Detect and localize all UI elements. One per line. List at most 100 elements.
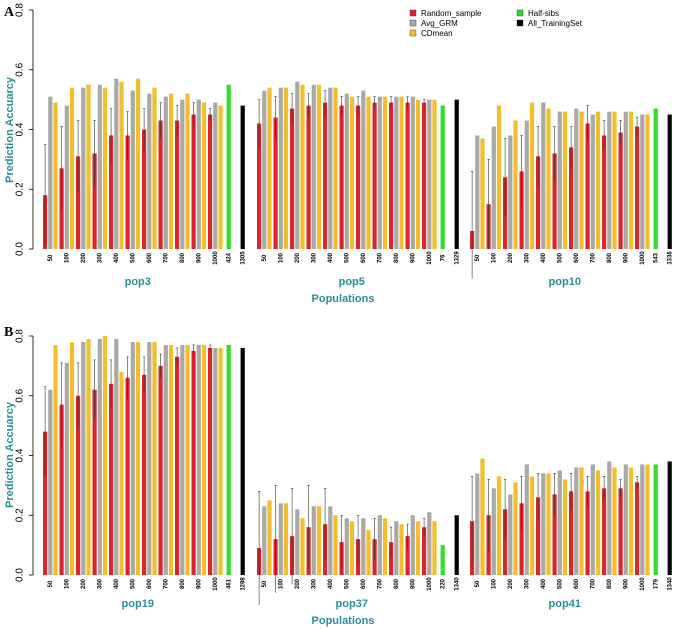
bar-avg-grm bbox=[508, 135, 513, 249]
bar-avg-grm bbox=[410, 96, 415, 249]
bar-cdmean bbox=[316, 84, 322, 249]
bar-avg-grm bbox=[557, 470, 562, 575]
legend-label-half-sibs: Half-sibs bbox=[528, 9, 559, 18]
bar-random-sample bbox=[191, 114, 196, 249]
x-category-label: 700 bbox=[590, 578, 596, 589]
legend-label-avg-grm: Avg_GRM bbox=[421, 19, 458, 28]
bar-cdmean bbox=[480, 138, 485, 249]
y-tick-label: 0.0 bbox=[15, 242, 26, 256]
bar-all-training-set bbox=[667, 461, 672, 575]
population-group-pop41: 50 100 200 300 400 500 600 700 800 900 1000 179 1340… bbox=[470, 458, 673, 610]
y-tick-label: 0.2 bbox=[15, 508, 26, 522]
x-category-label: 700 bbox=[163, 252, 169, 263]
bar-random-sample bbox=[339, 105, 344, 249]
bar-cdmean bbox=[415, 521, 421, 575]
bar-avg-grm bbox=[196, 344, 201, 575]
bar-random-sample bbox=[92, 153, 97, 249]
x-axis-title: Populations bbox=[312, 293, 375, 305]
bar-cdmean bbox=[152, 341, 157, 575]
x-category-label: 200 bbox=[295, 252, 301, 263]
bar-cdmean bbox=[119, 371, 124, 575]
x-category-label: 500 bbox=[557, 578, 563, 589]
bar-cdmean bbox=[579, 467, 584, 575]
bar-random-sample bbox=[635, 482, 640, 575]
bar-random-sample bbox=[602, 135, 607, 249]
bar-avg-grm bbox=[262, 506, 267, 575]
x-category-label: 700 bbox=[590, 252, 596, 263]
x-category-label: 1000 bbox=[213, 577, 219, 591]
bar-cdmean bbox=[102, 87, 108, 249]
bar-cdmean bbox=[480, 458, 485, 575]
bar-avg-grm bbox=[491, 126, 496, 249]
bar-random-sample bbox=[618, 488, 623, 575]
x-category-label: 900 bbox=[196, 578, 202, 589]
bar-cdmean bbox=[595, 111, 601, 249]
bar-cdmean bbox=[102, 336, 108, 575]
x-category-label: 500 bbox=[557, 252, 563, 263]
bar-cdmean bbox=[399, 96, 404, 249]
bar-cdmean bbox=[382, 96, 388, 249]
half-sibs-size-label: 424 bbox=[226, 252, 232, 263]
x-category-label: 100 bbox=[278, 578, 284, 589]
bar-cdmean bbox=[300, 518, 305, 575]
bar-half-sibs bbox=[226, 84, 231, 249]
bar-random-sample bbox=[175, 120, 180, 249]
bar-random-sample bbox=[175, 356, 180, 575]
bar-avg-grm bbox=[574, 108, 579, 250]
bar-random-sample bbox=[257, 123, 262, 249]
x-category-label: 300 bbox=[524, 252, 530, 263]
bar-cdmean bbox=[562, 479, 568, 575]
bar-cdmean bbox=[185, 344, 190, 575]
bar-cdmean bbox=[152, 87, 157, 249]
bar-cdmean bbox=[185, 93, 190, 250]
bar-random-sample bbox=[290, 108, 295, 250]
bar-avg-grm bbox=[311, 506, 316, 575]
x-category-label: 200 bbox=[508, 252, 514, 263]
bar-avg-grm bbox=[377, 515, 382, 575]
x-category-label: 200 bbox=[295, 578, 301, 589]
population-group-pop3: 50 100 200 300 400 500 600 700 800 900 1000 424 1305… bbox=[43, 78, 246, 288]
x-category-label: 600 bbox=[361, 252, 367, 263]
bar-avg-grm bbox=[557, 111, 562, 249]
bar-avg-grm bbox=[590, 464, 595, 575]
all-training-size-label: 1340 bbox=[667, 577, 673, 591]
bar-avg-grm bbox=[427, 512, 432, 575]
bar-random-sample bbox=[569, 147, 574, 249]
bar-random-sample bbox=[208, 114, 213, 249]
bar-avg-grm bbox=[48, 96, 53, 249]
x-category-label: 50 bbox=[262, 254, 268, 261]
bar-random-sample bbox=[503, 509, 508, 575]
bar-cdmean bbox=[579, 111, 584, 249]
bar-cdmean bbox=[86, 84, 91, 249]
x-category-label: 400 bbox=[114, 578, 120, 589]
bar-random-sample bbox=[585, 123, 590, 249]
x-category-label: 1000 bbox=[213, 251, 219, 265]
bar-avg-grm bbox=[590, 114, 595, 249]
x-category-label: 100 bbox=[491, 252, 497, 263]
bar-avg-grm bbox=[213, 347, 218, 575]
bar-cdmean bbox=[496, 105, 502, 249]
x-category-label: 300 bbox=[97, 578, 103, 589]
bar-random-sample bbox=[618, 132, 623, 249]
bar-random-sample bbox=[422, 527, 427, 575]
bar-cdmean bbox=[513, 482, 518, 575]
bar-cdmean bbox=[218, 105, 223, 249]
x-category-label: 400 bbox=[541, 252, 547, 263]
bar-avg-grm bbox=[328, 87, 333, 249]
bar-random-sample bbox=[405, 102, 410, 249]
population-label: pop10 bbox=[549, 276, 581, 288]
bar-avg-grm bbox=[640, 114, 645, 249]
population-label: pop5 bbox=[339, 276, 365, 288]
bar-cdmean bbox=[382, 518, 388, 575]
bar-random-sample bbox=[519, 503, 524, 575]
bar-cdmean bbox=[366, 96, 371, 249]
population-group-pop10: 50 100 200 300 400 500 600 700 800 900 1000 543 1336… bbox=[470, 102, 673, 288]
bar-cdmean bbox=[316, 506, 322, 575]
bar-cdmean bbox=[529, 476, 535, 575]
bar-half-sibs bbox=[653, 108, 658, 250]
bar-cdmean bbox=[546, 108, 551, 250]
bar-random-sample bbox=[76, 156, 81, 249]
bar-random-sample bbox=[389, 542, 394, 575]
bar-cdmean bbox=[168, 344, 174, 575]
